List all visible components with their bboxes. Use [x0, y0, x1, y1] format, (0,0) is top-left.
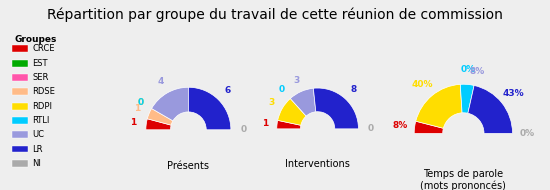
Text: 3: 3 — [268, 98, 275, 107]
Text: 0%: 0% — [461, 65, 476, 74]
Text: RDSE: RDSE — [32, 87, 55, 96]
Wedge shape — [416, 84, 462, 128]
Text: 40%: 40% — [412, 80, 433, 89]
Text: 0: 0 — [279, 85, 285, 94]
Text: EST: EST — [32, 59, 47, 68]
Text: 6: 6 — [224, 86, 230, 95]
FancyBboxPatch shape — [12, 117, 28, 124]
Text: 43%: 43% — [503, 89, 524, 98]
Text: 8%: 8% — [470, 66, 485, 76]
Text: 1: 1 — [134, 104, 140, 113]
Wedge shape — [414, 121, 443, 133]
Wedge shape — [290, 88, 316, 116]
Text: SER: SER — [32, 73, 48, 82]
Wedge shape — [468, 86, 513, 133]
Text: 0: 0 — [240, 125, 247, 134]
Text: NI: NI — [32, 159, 41, 168]
Text: Temps de parole
(mots prononcés): Temps de parole (mots prononcés) — [420, 169, 507, 190]
Text: 4: 4 — [157, 78, 164, 86]
Text: 1: 1 — [130, 118, 137, 127]
FancyBboxPatch shape — [12, 60, 28, 66]
Wedge shape — [152, 87, 188, 121]
Wedge shape — [277, 120, 301, 129]
Wedge shape — [278, 98, 306, 125]
Text: 1: 1 — [262, 119, 268, 128]
Text: RTLI: RTLI — [32, 116, 50, 125]
Wedge shape — [188, 87, 231, 130]
Text: 8%: 8% — [392, 121, 408, 130]
Text: 0: 0 — [138, 98, 144, 107]
FancyBboxPatch shape — [12, 160, 28, 167]
Text: Présents: Présents — [167, 161, 210, 171]
Text: CRCE: CRCE — [32, 44, 54, 53]
Wedge shape — [146, 119, 171, 130]
Text: 0: 0 — [138, 98, 144, 107]
FancyBboxPatch shape — [12, 103, 28, 109]
Text: UC: UC — [32, 130, 44, 139]
FancyBboxPatch shape — [12, 45, 28, 52]
Text: 0%: 0% — [520, 129, 535, 138]
Text: LR: LR — [32, 145, 42, 154]
Wedge shape — [460, 84, 474, 113]
Wedge shape — [147, 108, 173, 125]
Text: RDPI: RDPI — [32, 102, 52, 111]
FancyBboxPatch shape — [12, 131, 28, 138]
FancyBboxPatch shape — [12, 74, 28, 81]
Text: Répartition par groupe du travail de cette réunion de commission: Répartition par groupe du travail de cet… — [47, 8, 503, 22]
Text: 8: 8 — [350, 85, 356, 94]
FancyBboxPatch shape — [12, 146, 28, 152]
Text: Groupes: Groupes — [14, 35, 57, 44]
FancyBboxPatch shape — [12, 88, 28, 95]
Text: 3: 3 — [293, 76, 299, 85]
Text: Interventions: Interventions — [285, 158, 350, 169]
Text: 0: 0 — [367, 124, 374, 133]
Wedge shape — [314, 88, 359, 129]
